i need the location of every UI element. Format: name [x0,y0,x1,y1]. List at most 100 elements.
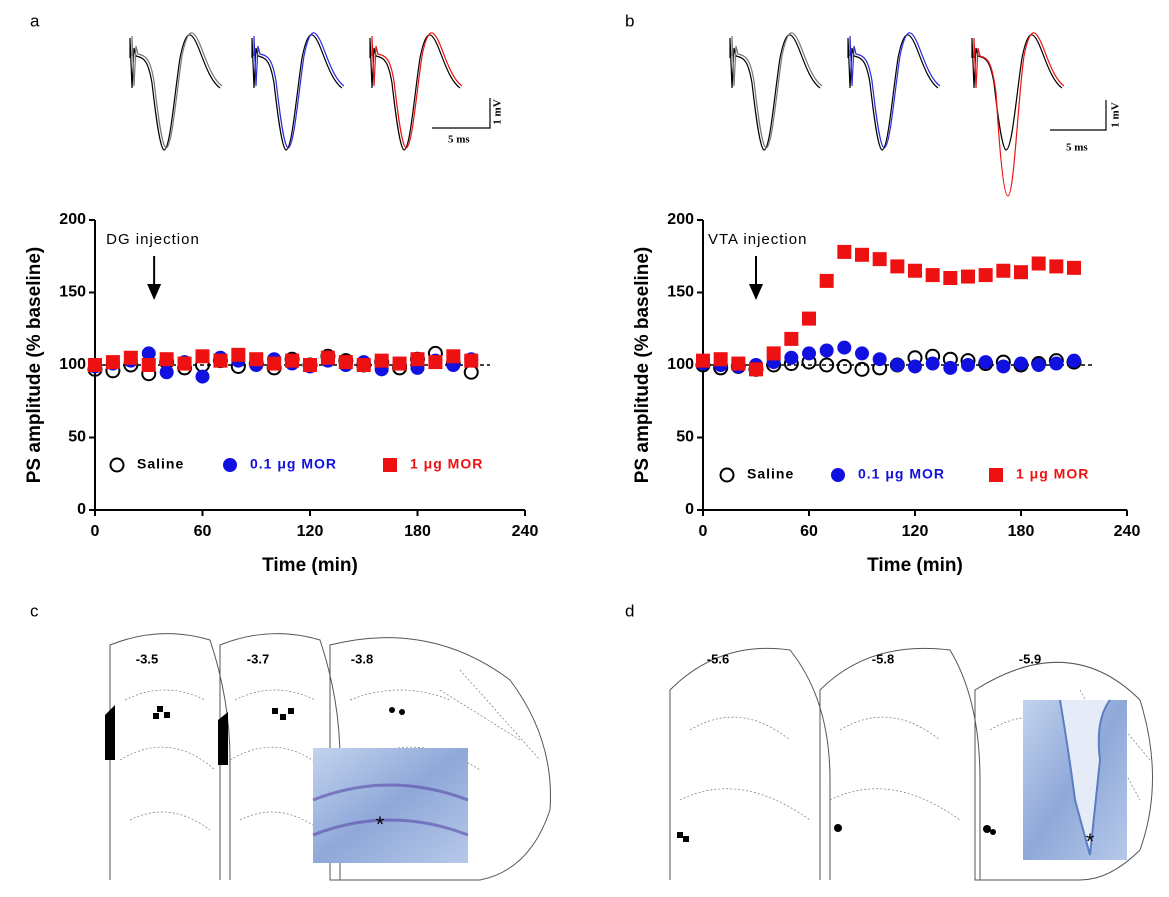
marker [392,356,407,371]
panel-label: a [30,11,40,30]
scale-label: 5 ms [448,134,470,146]
marker [837,244,852,259]
marker [978,268,993,283]
marker [925,356,940,371]
marker [719,467,735,483]
scale-label: 1 mV [1110,102,1122,127]
marker [446,349,461,364]
x-tick-label: 240 [512,523,539,540]
marker [123,350,138,365]
traces-a [129,32,491,151]
marker [105,355,120,370]
x-tick-label: 180 [404,523,431,540]
marker [1067,353,1081,368]
marker [1049,259,1064,274]
marker [267,356,282,371]
marker [784,331,799,346]
marker [890,259,905,274]
marker [356,358,371,372]
marker [410,352,425,367]
marker [320,350,335,365]
traces-b [729,32,1107,197]
x-tick-label: 240 [1114,523,1141,540]
marker [88,358,102,372]
marker [303,358,317,372]
marker [464,353,479,368]
marker [249,352,264,367]
y-tick-label: 50 [68,429,86,446]
marker [854,361,870,377]
y-tick-label: 100 [59,356,86,373]
y-tick-label: 0 [685,501,694,518]
scale-label: 1 mV [492,99,504,124]
panel-label: c [30,601,39,620]
marker [159,352,174,367]
marker [285,353,300,368]
marker [1014,265,1028,280]
marker [890,358,905,372]
marker [784,350,799,365]
marker [159,365,174,380]
marker [943,271,958,285]
atlas-label: -3.8 [351,651,373,666]
marker [213,353,228,368]
marker [1049,356,1064,371]
marker [231,347,246,362]
annotation-arrowhead [749,284,763,300]
marker [463,364,479,380]
x-axis-label: Time (min) [262,555,358,576]
marker [831,468,845,482]
marker [837,340,852,355]
marker [338,355,353,370]
atlas-label: -3.7 [247,651,269,666]
marker [1067,260,1081,275]
x-tick-label: 0 [91,523,100,540]
atlas-label: -5.6 [707,651,729,666]
marker [109,457,125,473]
atlas-label: -5.9 [1019,651,1041,666]
marker [766,346,781,361]
panel-label: b [625,11,634,30]
marker [996,359,1011,374]
x-tick-label: 0 [699,523,708,540]
atlas-d [669,647,1153,881]
scale-label: 5 ms [1066,142,1088,154]
y-tick-label: 200 [59,211,86,228]
marker [802,346,816,361]
x-axis-label: Time (min) [867,555,963,576]
marker [731,356,746,371]
y-tick-label: 0 [77,501,86,518]
lesion-mark: * [1086,829,1095,854]
marker [1031,256,1046,271]
y-tick-label: 150 [667,284,694,301]
marker [713,352,728,367]
atlas-label: -3.5 [136,651,158,666]
marker [819,357,835,373]
marker [872,352,887,367]
marker [428,355,443,370]
marker [141,346,156,361]
marker [802,311,816,326]
marker [908,263,922,278]
marker [836,358,852,374]
marker [195,369,210,384]
y-tick-label: 50 [676,429,694,446]
marker [1014,356,1028,371]
marker [925,268,940,283]
marker [819,343,834,358]
y-tick-label: 100 [667,356,694,373]
marker [1031,358,1046,372]
marker [989,468,1003,482]
marker [943,360,958,375]
annotation: VTA injection [708,231,807,248]
marker [383,458,397,472]
marker [177,356,192,371]
marker [223,458,237,472]
y-axis-label: PS amplitude (% baseline) [24,247,45,484]
legend-label: 1 μg MOR [1016,466,1089,482]
legend-label: 1 μg MOR [410,456,483,472]
marker [141,358,156,372]
marker [696,353,710,368]
lesion-mark: * [376,812,385,837]
